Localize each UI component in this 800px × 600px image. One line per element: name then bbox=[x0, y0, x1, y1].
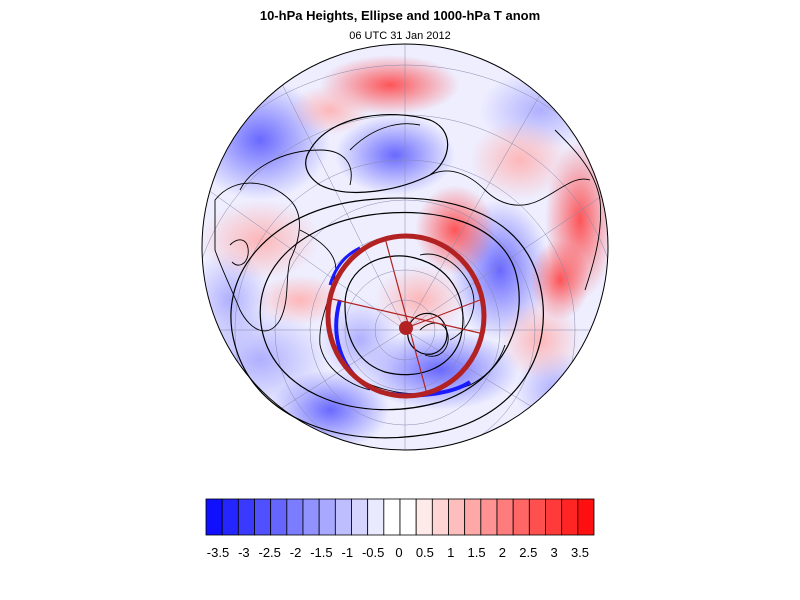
colorbar-tick-label: -2 bbox=[290, 545, 302, 560]
colorbar-box bbox=[270, 498, 288, 536]
globe-outline bbox=[201, 43, 609, 451]
colorbar-tick-label: 1 bbox=[447, 545, 454, 560]
colorbar-tick-label: 2.5 bbox=[519, 545, 537, 560]
colorbar-tick-label: 0.5 bbox=[416, 545, 434, 560]
colorbar-box bbox=[399, 498, 417, 536]
colorbar-box bbox=[286, 498, 304, 536]
colorbar-box bbox=[221, 498, 239, 536]
colorbar-tick-label: -0.5 bbox=[362, 545, 384, 560]
colorbar-box bbox=[431, 498, 449, 536]
ellipse-center bbox=[399, 321, 413, 335]
colorbar-box bbox=[496, 498, 514, 536]
colorbar-box bbox=[512, 498, 530, 536]
height-contours bbox=[230, 114, 544, 439]
colorbar-box bbox=[545, 498, 563, 536]
colorbar-tick-label: 1.5 bbox=[468, 545, 486, 560]
colorbar-box bbox=[318, 498, 336, 536]
colorbar-box bbox=[448, 498, 466, 536]
ellipse-outline bbox=[325, 233, 487, 399]
colorbar-tick-label: -2.5 bbox=[259, 545, 281, 560]
colorbar-box bbox=[302, 498, 320, 536]
colorbar-box bbox=[528, 498, 546, 536]
colorbar-tick-label: -3 bbox=[238, 545, 250, 560]
colorbar-boxes bbox=[205, 498, 595, 536]
colorbar-tick-label: 3 bbox=[551, 545, 558, 560]
map-subtitle: 06 UTC 31 Jan 2012 bbox=[349, 30, 451, 42]
colorbar-box bbox=[254, 498, 272, 536]
colorbar-box bbox=[415, 498, 433, 536]
temperature-anomaly-field bbox=[202, 44, 608, 450]
ellipse-minor-axis bbox=[384, 237, 428, 395]
colorbar-box bbox=[480, 498, 498, 536]
colorbar-tick-label: 3.5 bbox=[571, 545, 589, 560]
map-title: 10-hPa Heights, Ellipse and 1000-hPa T a… bbox=[259, 8, 541, 23]
colorbar-box bbox=[561, 498, 579, 536]
colorbar-tick-label: 0 bbox=[395, 545, 402, 560]
colorbar-box bbox=[367, 498, 385, 536]
colorbar-tick-label: -3.5 bbox=[207, 545, 229, 560]
colorbar-box bbox=[334, 498, 352, 536]
colorbar-tick-label: -1.5 bbox=[310, 545, 332, 560]
colorbar-tick-label: 2 bbox=[499, 545, 506, 560]
colorbar-labels: -3.5 -3 -2.5 -2 -1.5 -1 -0.5 0 0.5 1 1.5 2 2.5 3 3.5 bbox=[207, 545, 589, 560]
colorbar-box bbox=[237, 498, 255, 536]
colorbar-tick-label: -1 bbox=[342, 545, 354, 560]
vortex-ellipse bbox=[325, 233, 487, 399]
colorbar-box bbox=[383, 498, 401, 536]
colorbar-box bbox=[464, 498, 482, 536]
colorbar-box bbox=[577, 498, 595, 536]
colorbar-box bbox=[205, 498, 223, 536]
colorbar-box bbox=[351, 498, 369, 536]
